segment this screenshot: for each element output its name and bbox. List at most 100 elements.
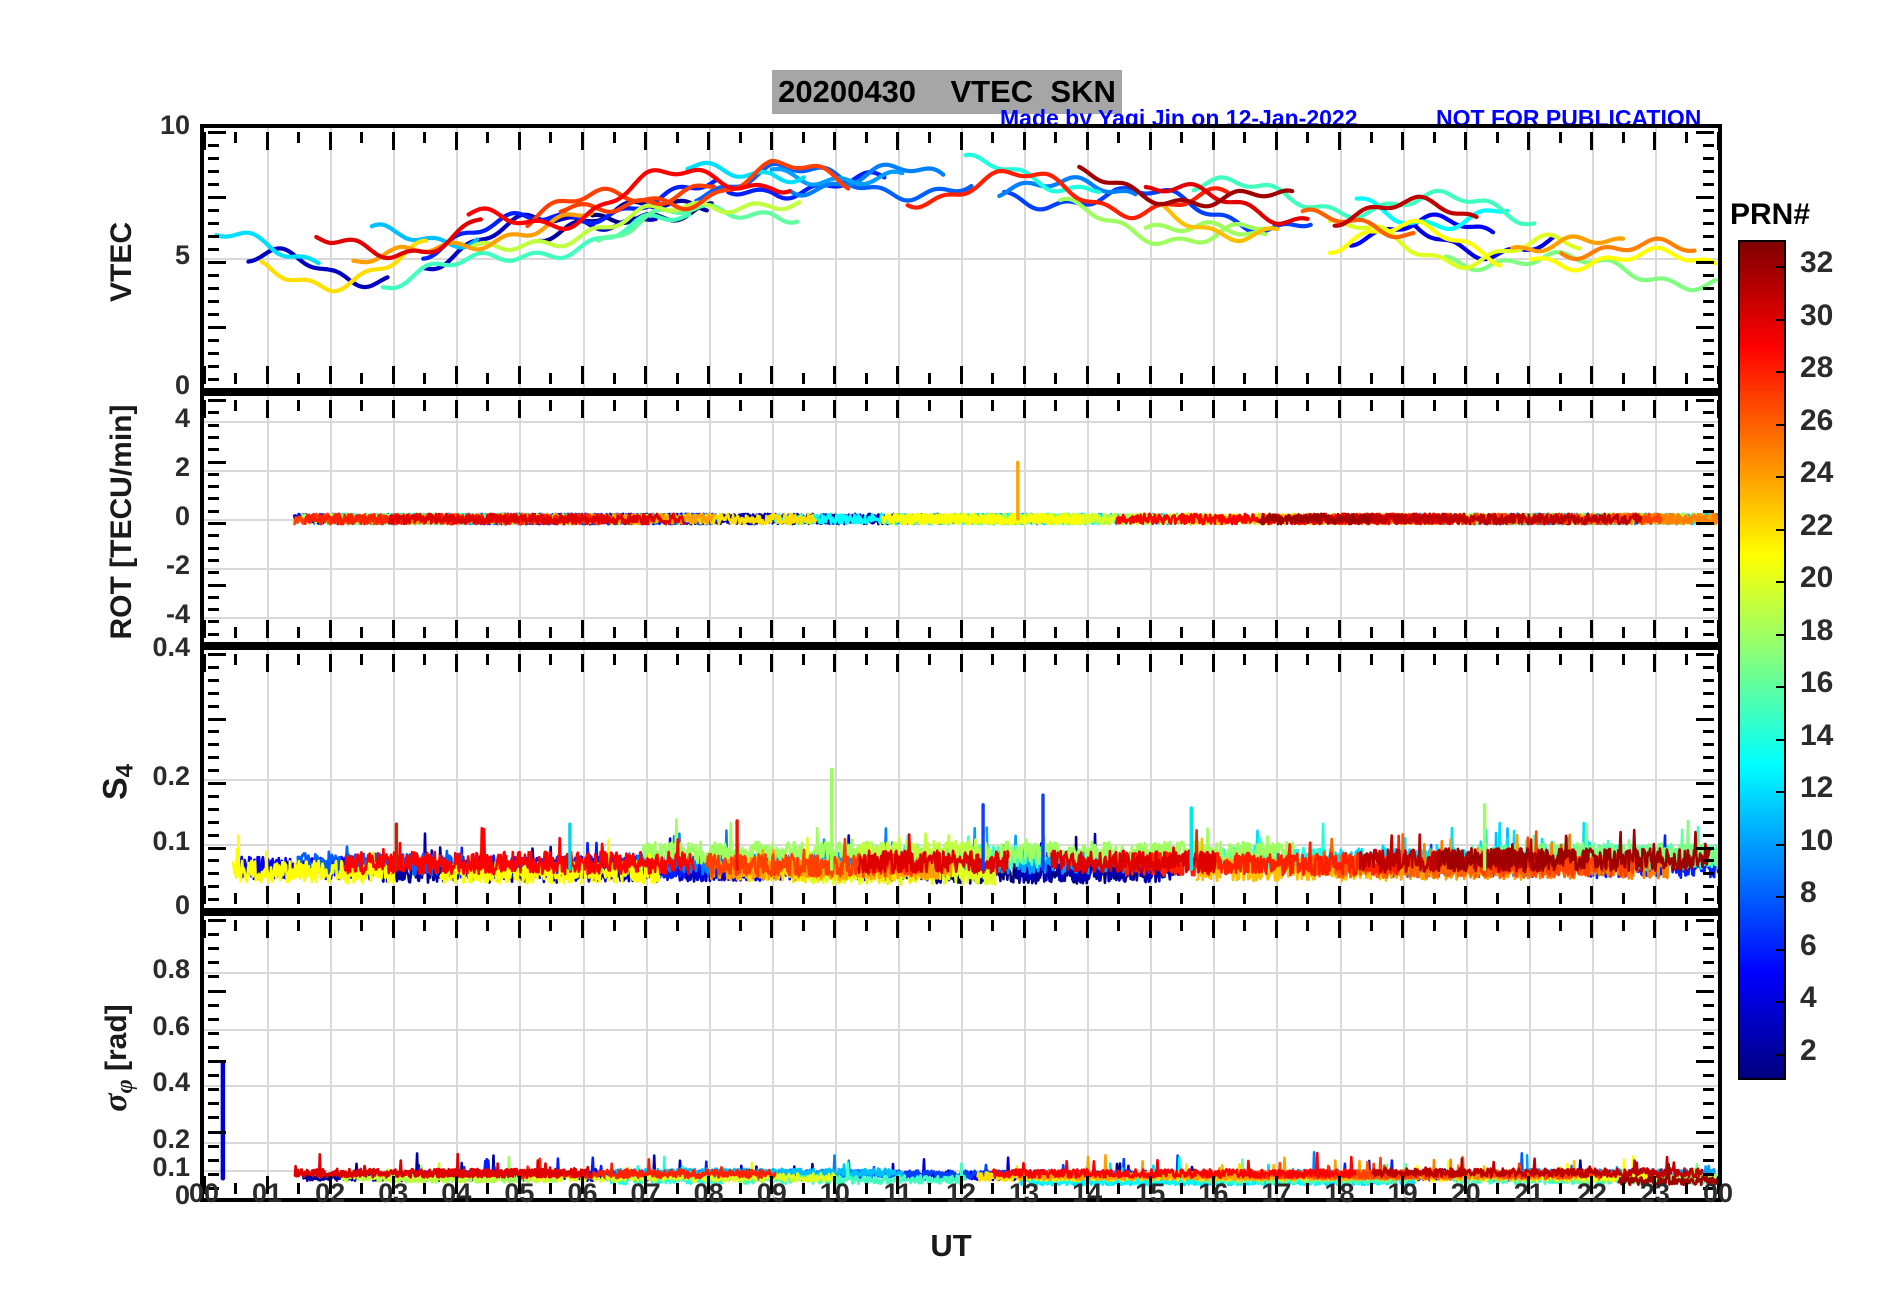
axis-tick-mark [208,497,219,501]
axis-tick-mark [1401,132,1405,150]
axis-tick-mark [1653,366,1657,384]
gridline-vertical [1339,916,1342,1198]
axis-tick-mark [391,654,395,672]
axis-tick-mark [1306,373,1310,384]
axis-tick-mark [208,300,219,303]
axis-tick-mark [208,794,219,798]
axis-tick-mark [391,920,395,938]
x-tick-label: 19 [1387,1178,1418,1208]
axis-tick-mark [1703,183,1714,186]
axis-tick-mark [1180,132,1184,143]
axis-tick-mark [1527,920,1531,938]
axis-tick-mark [801,654,805,665]
axis-tick-mark [208,339,219,342]
axis-tick-mark [1703,691,1714,695]
axis-tick-mark [864,893,868,904]
axis-tick-mark [265,654,269,672]
axis-tick-mark [1401,400,1405,418]
gridline-horizontal [204,1085,1718,1088]
axis-tick-mark [1716,1176,1718,1194]
axis-tick-mark [927,920,931,931]
axis-tick-mark [1621,627,1625,638]
axis-tick-mark [991,132,995,143]
axis-tick-mark [391,620,395,638]
axis-tick-mark [234,400,238,411]
axis-tick-mark [833,132,837,150]
data-traces-vtec [204,128,1718,388]
title-background [772,70,1122,114]
axis-tick-mark [1590,920,1594,938]
axis-tick-mark [423,400,427,411]
axis-tick-mark [738,654,742,665]
axis-tick-mark [423,373,427,384]
axis-tick-mark [1401,920,1405,938]
axis-tick-mark [1148,366,1152,384]
axis-tick-mark [770,400,774,418]
axis-tick-mark [208,546,219,550]
axis-tick-mark [208,833,219,837]
axis-tick-mark [208,170,219,173]
axis-tick-mark [1696,522,1714,525]
axis-tick-mark [234,373,238,384]
axis-tick-mark [1684,893,1688,904]
axis-tick-mark [486,654,490,665]
axis-tick-mark [265,886,269,904]
axis-tick-mark [1590,132,1594,150]
axis-tick-mark [1703,620,1714,624]
axis-tick-mark [1703,885,1714,889]
axis-tick-mark [1684,920,1688,931]
axis-tick-mark [927,373,931,384]
axis-tick-mark [486,893,490,904]
axis-tick-mark [208,509,219,513]
chart-panel-s4 [200,646,1722,912]
x-tick-label: 08 [693,1178,724,1208]
axis-tick-mark [991,654,995,665]
axis-tick-mark [1703,933,1714,937]
colorbar-title: PRN# [1730,198,1811,231]
gridline-vertical [1465,916,1468,1198]
axis-tick-mark [1590,400,1594,418]
axis-tick-mark [675,654,679,665]
axis-tick-mark [1054,400,1058,411]
axis-tick-mark [328,654,332,672]
axis-tick-mark [864,920,868,931]
axis-tick-mark [738,373,742,384]
axis-tick-mark [1703,157,1714,160]
colorbar-tick-label: 30 [1800,298,1834,332]
axis-tick-mark [1117,132,1121,143]
gridline-vertical [456,916,459,1198]
axis-tick-mark [1117,920,1121,931]
axis-tick-mark [1703,448,1714,452]
axis-tick-mark [1621,400,1625,411]
axis-tick-mark [391,400,395,418]
axis-tick-mark [328,620,332,638]
x-tick-label: 18 [1324,1178,1355,1208]
axis-tick-mark [1527,1176,1531,1194]
axis-tick-mark [896,654,900,672]
axis-tick-mark [208,183,219,186]
axis-tick-mark [265,132,269,150]
axis-tick-mark [517,654,521,672]
colorbar-tick [1776,896,1786,899]
axis-tick-mark [1369,132,1373,143]
axis-tick-mark [896,132,900,150]
gridline-horizontal [204,972,1718,975]
axis-tick-mark [517,400,521,418]
axis-tick-mark [328,400,332,418]
colorbar-tick [1776,528,1786,531]
axis-tick-mark [517,132,521,150]
colorbar-tick-label: 24 [1800,456,1834,490]
axis-tick-mark [208,522,226,525]
axis-tick-mark [1022,400,1026,418]
axis-tick-mark [1590,886,1594,904]
colorbar-tick-label: 12 [1800,771,1834,805]
axis-tick-mark [423,132,427,143]
axis-tick-mark [1211,654,1215,672]
axis-tick-mark [1338,400,1341,418]
axis-tick-mark [644,920,648,938]
axis-tick-mark [707,654,711,672]
axis-tick-mark [1703,1158,1714,1162]
x-tick-label: 15 [1135,1178,1166,1208]
colorbar-tick [1776,1001,1786,1004]
axis-tick-mark [208,717,226,721]
